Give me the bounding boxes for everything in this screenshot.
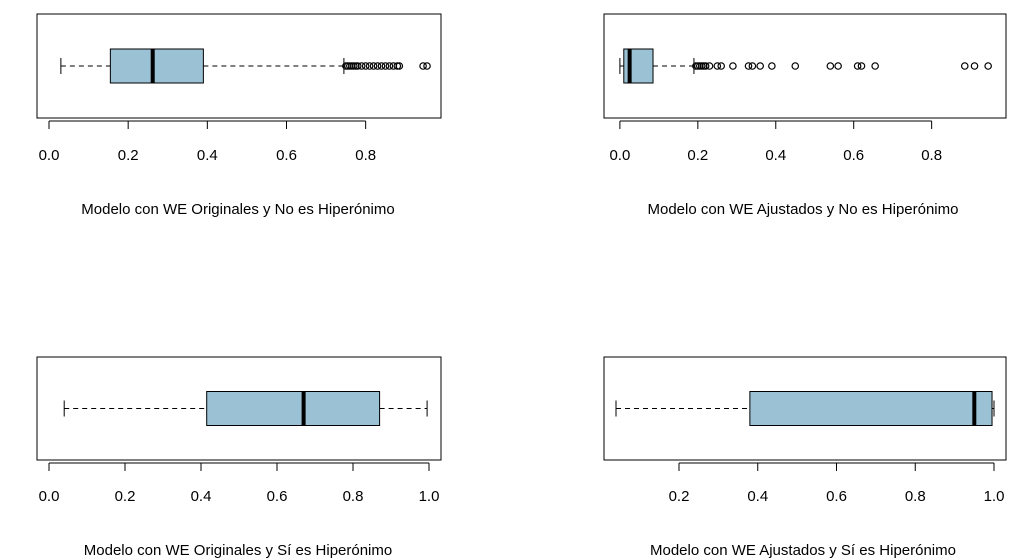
outlier-point xyxy=(353,62,362,70)
x-axis-label: Modelo con WE Ajustados y No es Hiperóni… xyxy=(648,201,959,218)
x-axis-label: Modelo con WE Originales y No es Hiperón… xyxy=(81,201,394,218)
x-tick-label: 0.6 xyxy=(276,147,297,164)
x-tick-label: 0.4 xyxy=(765,147,786,164)
x-tick-label: 0.2 xyxy=(118,147,139,164)
outlier-point xyxy=(853,62,862,70)
x-tick-label: 0.4 xyxy=(191,488,212,505)
x-tick-label: 0.0 xyxy=(39,147,60,164)
x-tick-label: 0.0 xyxy=(39,488,60,505)
outlier-point xyxy=(744,62,753,70)
x-tick-label: 0.0 xyxy=(609,147,630,164)
plot-frame xyxy=(603,356,1007,461)
x-axis-label: Modelo con WE Originales y Sí es Hiperón… xyxy=(84,542,392,559)
outlier-point xyxy=(395,62,404,70)
outlier-point xyxy=(960,62,969,70)
outlier-point xyxy=(419,62,427,70)
boxplot-panel: 0.0 0.2 0.4 0.6 0.8 Modelo con WE Originales … xyxy=(36,13,442,218)
plot-frame xyxy=(603,13,1007,119)
x-axis: 0.2 0.4 0.6 0.8 1.0 xyxy=(669,462,1005,505)
x-axis: 0.0 0.2 0.4 0.6 0.8 xyxy=(609,120,942,164)
boxplot-panel: 0.0 0.2 0.4 0.6 0.8 Modelo con WE Ajustados y… xyxy=(603,13,1007,218)
outlier-point xyxy=(717,62,726,70)
x-axis: 0.0 0.2 0.4 0.6 0.8 1.0 xyxy=(39,462,440,505)
outlier-point xyxy=(365,62,374,70)
outlier-point xyxy=(984,62,992,70)
x-tick-label: 1.0 xyxy=(984,488,1005,505)
plot-frame xyxy=(36,356,442,461)
outlier-point xyxy=(373,62,382,70)
x-tick-label: 0.8 xyxy=(921,147,942,164)
outlier-point xyxy=(748,62,757,70)
outlier-point xyxy=(361,62,370,70)
x-tick-label: 0.6 xyxy=(826,488,847,505)
outlier-point xyxy=(377,62,386,70)
outlier-point xyxy=(705,62,714,70)
x-tick-label: 0.4 xyxy=(197,147,218,164)
x-tick-label: 0.6 xyxy=(843,147,864,164)
x-tick-label: 1.0 xyxy=(419,488,440,505)
x-tick-label: 0.8 xyxy=(355,147,376,164)
x-tick-label: 0.2 xyxy=(687,147,708,164)
outlier-point xyxy=(791,62,800,70)
outlier-point xyxy=(834,62,842,70)
x-tick-label: 0.8 xyxy=(343,488,364,505)
outlier-point xyxy=(871,62,879,70)
outlier-point xyxy=(713,62,722,70)
x-tick-label: 0.2 xyxy=(115,488,136,505)
outlier-point xyxy=(857,62,866,70)
x-tick-label: 0.4 xyxy=(747,488,768,505)
x-tick-label: 0.6 xyxy=(267,488,288,505)
outlier-point xyxy=(357,62,366,70)
x-axis: 0.0 0.2 0.4 0.6 0.8 xyxy=(39,120,376,164)
iqr-box xyxy=(206,391,381,426)
boxplot-panel: 0.0 0.2 0.4 0.6 0.8 1.0 Modelo con WE Original… xyxy=(36,356,442,559)
outlier-point xyxy=(826,62,835,70)
outlier-point xyxy=(385,62,394,70)
plot-frame xyxy=(36,13,442,119)
x-tick-label: 0.2 xyxy=(669,488,690,505)
outlier-point xyxy=(756,62,764,70)
iqr-box xyxy=(749,391,993,426)
outlier-point xyxy=(381,62,390,70)
outlier-point xyxy=(423,62,431,70)
boxplot-panel: 0.2 0.4 0.6 0.8 1.0 Modelo con WE Ajustados y… xyxy=(603,356,1007,559)
outlier-point xyxy=(729,62,737,70)
outlier-point xyxy=(970,62,979,70)
x-tick-label: 0.8 xyxy=(905,488,926,505)
outlier-point xyxy=(701,62,710,70)
iqr-box xyxy=(109,48,204,84)
outlier-point xyxy=(768,62,776,70)
outlier-point xyxy=(369,62,378,70)
x-axis-label: Modelo con WE Ajustados y Sí es Hiperóni… xyxy=(650,542,956,559)
